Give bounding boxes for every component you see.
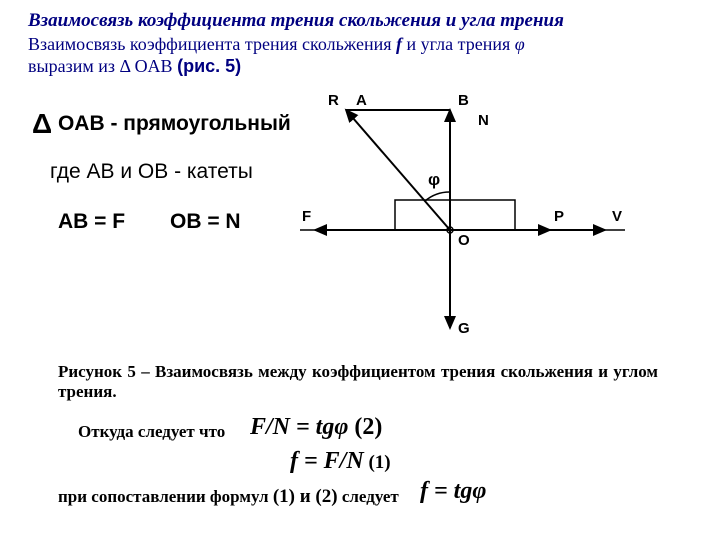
compare-b: (1) и (2) xyxy=(273,486,338,507)
figure-5-diagram: R A B N φ F O P V G xyxy=(300,80,640,340)
label-g: G xyxy=(458,320,470,337)
label-o: O xyxy=(458,232,470,249)
subtitle2-ris: (рис. 5) xyxy=(177,56,241,76)
triangle-symbol: Δ xyxy=(32,108,52,139)
label-phi: φ xyxy=(428,170,440,190)
label-n: N xyxy=(478,112,489,129)
page-title: Взаимосвязь коэффициента трения скольжен… xyxy=(28,10,564,32)
subtitle2-a: выразим из xyxy=(28,56,119,76)
subtitle-line2: выразим из Δ OAB (рис. 5) xyxy=(28,56,241,77)
compare-c: следует xyxy=(338,487,399,506)
ob-equals-n: OB = N xyxy=(170,210,241,234)
formula1-body: f = F/N xyxy=(290,448,364,474)
katety-line: где AB и OB - катеты xyxy=(50,160,253,184)
subtitle-phi: φ xyxy=(515,34,525,54)
formula-1: f = F/N (1) xyxy=(290,448,391,475)
triangle-line: Δ OAB - прямоугольный xyxy=(32,108,291,140)
formula1-num: (1) xyxy=(364,452,391,473)
label-b: B xyxy=(458,92,469,109)
subtitle-line1: Взаимосвязь коэффициента трения скольжен… xyxy=(28,34,525,55)
label-r: R xyxy=(328,92,339,109)
subtitle2-b: OAB xyxy=(130,56,177,76)
formula-3: f = tgφ xyxy=(420,478,486,505)
label-a: A xyxy=(356,92,367,109)
formula-2: F/N = tgφ (2) xyxy=(250,414,382,441)
subtitle-part-a: Взаимосвязь коэффициента трения скольжен… xyxy=(28,34,396,54)
formula3-phi: φ xyxy=(472,478,486,504)
label-p: P xyxy=(554,208,564,225)
ab-equals-f: AB = F xyxy=(58,210,125,234)
compare-a: при сопоставлении формул xyxy=(58,487,273,506)
subtitle-part-b: и угла трения xyxy=(402,34,515,54)
subtitle2-tri: Δ xyxy=(119,56,130,76)
label-v: V xyxy=(612,208,622,225)
figure-caption: Рисунок 5 – Взаимосвязь между коэффициен… xyxy=(58,362,658,402)
follows-text: Откуда следует что xyxy=(78,422,225,442)
label-f: F xyxy=(302,208,311,225)
formula2-phi: φ xyxy=(334,414,348,440)
compare-text: при сопоставлении формул (1) и (2) следу… xyxy=(58,486,399,508)
formula2-num: (2) xyxy=(348,414,382,440)
formula2-body: F/N = tg xyxy=(250,414,334,440)
triangle-text: OAB - прямоугольный xyxy=(52,112,291,135)
formula3-body: f = tg xyxy=(420,478,472,504)
